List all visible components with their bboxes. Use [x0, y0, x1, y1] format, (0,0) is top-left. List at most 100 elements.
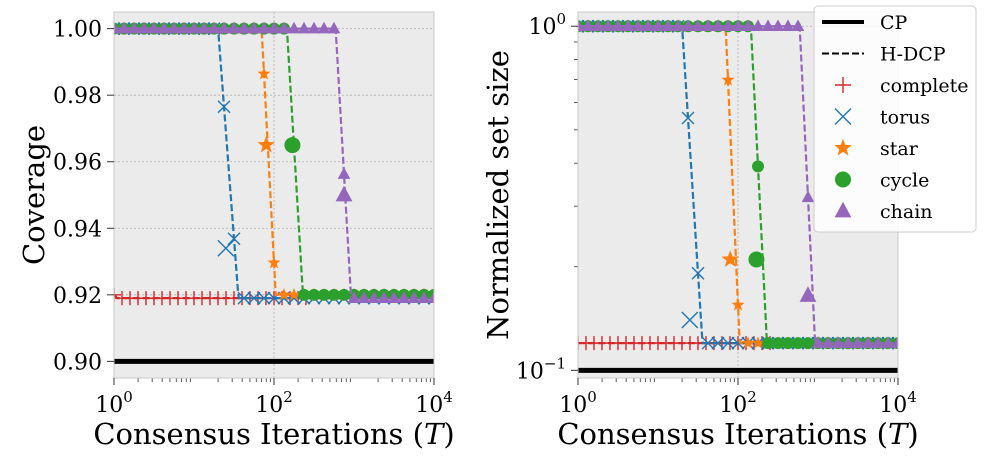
marker-cycle — [318, 288, 330, 301]
y-axis-label: Coverage — [17, 125, 51, 265]
marker-chain — [187, 21, 201, 34]
legend-marker-star — [834, 138, 852, 156]
marker-chain — [871, 336, 885, 348]
marker-cycle — [298, 288, 310, 301]
marker-torus — [691, 266, 705, 280]
marker-star — [741, 336, 755, 349]
marker-chain — [257, 21, 271, 34]
legend-marker-chain — [834, 201, 852, 218]
marker-cycle-highlight — [284, 137, 301, 154]
marker-cycle — [308, 288, 320, 301]
marker-chain — [307, 21, 321, 34]
data-layer — [578, 19, 898, 373]
marker-star — [277, 287, 291, 301]
marker-chain — [841, 336, 855, 348]
marker-chain — [337, 167, 351, 179]
marker-chain — [831, 336, 845, 348]
marker-star-highlight — [257, 135, 275, 153]
plot-area — [114, 12, 434, 378]
marker-chain — [247, 21, 261, 34]
marker-chain — [661, 19, 675, 32]
marker-chain — [114, 21, 121, 34]
legend-label: chain — [880, 201, 933, 223]
marker-star — [257, 66, 271, 80]
marker-star — [731, 298, 745, 311]
marker-chain — [811, 336, 825, 348]
marker-chain — [327, 21, 341, 34]
marker-cycle — [802, 337, 814, 350]
marker-torus — [217, 100, 231, 114]
marker-torus — [257, 291, 271, 305]
marker-chain — [197, 21, 211, 34]
marker-chain — [641, 19, 655, 32]
y-tick-label: 0.96 — [53, 151, 102, 176]
legend-entry-torus: torus — [834, 107, 930, 129]
legend-entry-cp: CP — [822, 12, 908, 34]
marker-star — [267, 255, 281, 269]
marker-chain — [157, 21, 171, 34]
marker-chain — [417, 291, 431, 303]
marker-chain — [347, 291, 361, 303]
marker-torus-highlight — [217, 239, 235, 257]
marker-chain — [721, 19, 735, 32]
marker-chain — [578, 19, 585, 32]
legend: CP H-DCP complete torus star cycle chain — [813, 5, 977, 233]
marker-star — [721, 73, 735, 86]
marker-torus — [731, 336, 745, 350]
marker-chain — [227, 21, 241, 34]
marker-cycle — [762, 337, 774, 350]
marker-chain — [851, 336, 865, 348]
marker-chain — [297, 21, 311, 34]
marker-cycle-highlight — [748, 251, 765, 268]
marker-complete — [114, 287, 121, 302]
marker-chain — [267, 21, 281, 34]
marker-chain — [671, 19, 685, 32]
marker-chain — [611, 19, 625, 32]
marker-chain — [387, 291, 401, 303]
marker-chain — [771, 19, 785, 32]
legend-entry-complete: complete — [835, 75, 968, 97]
marker-torus — [247, 291, 261, 305]
marker-chain — [651, 19, 665, 32]
marker-star — [751, 336, 765, 349]
marker-chain — [711, 19, 725, 32]
y-tick-label: 0.98 — [53, 84, 102, 109]
legend-label: CP — [880, 12, 908, 34]
x-tick-label: 104 — [879, 388, 917, 418]
legend-marker-complete — [835, 77, 851, 93]
y-tick-label: 10−1 — [516, 354, 566, 384]
marker-chain — [177, 21, 191, 34]
marker-chain — [237, 21, 251, 34]
marker-torus — [701, 336, 715, 350]
marker-chain — [681, 19, 695, 32]
marker-chain — [581, 19, 595, 32]
marker-chain — [891, 336, 898, 348]
marker-torus — [681, 111, 695, 125]
marker-chain — [127, 21, 141, 34]
marker-chain — [791, 19, 805, 32]
marker-chain — [207, 21, 221, 34]
legend-label: star — [880, 138, 919, 160]
marker-torus — [237, 291, 251, 305]
legend-entry-h-dcp: H-DCP — [822, 44, 946, 66]
y-tick-label: 100 — [528, 10, 566, 40]
marker-chain — [277, 21, 291, 34]
coverage-panel: 100 102 104 0.90 0.92 0.94 0.96 0.98 1.00 Consens… — [17, 11, 455, 451]
data-layer — [114, 21, 434, 364]
x-tick-label: 100 — [95, 388, 133, 418]
x-axis-label: Consensus Iterations (T) — [557, 417, 918, 451]
marker-chain — [621, 19, 635, 32]
legend-entry-chain: chain — [834, 201, 933, 223]
marker-chain — [731, 19, 745, 32]
marker-chain-highlight — [335, 185, 353, 202]
legend-marker-cycle — [835, 171, 851, 188]
marker-torus — [227, 232, 241, 246]
marker-cycle — [782, 337, 794, 350]
marker-chain — [137, 21, 151, 34]
marker-chain — [397, 291, 411, 303]
legend-label: cycle — [880, 170, 929, 192]
legend-marker-torus — [834, 108, 852, 125]
marker-chain — [377, 291, 391, 303]
marker-chain — [801, 190, 815, 203]
